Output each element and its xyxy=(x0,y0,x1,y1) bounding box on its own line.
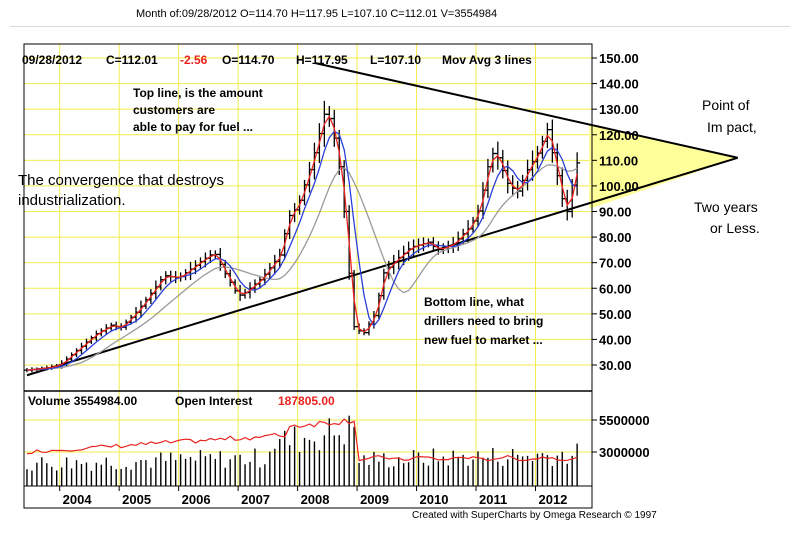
info-low: L=107.10 xyxy=(370,53,421,67)
annotation-impact: Point of Im pact, xyxy=(702,97,757,135)
year-tick-label: 2004 xyxy=(63,492,93,507)
axes-layer: 30.00 40.00 50.00 60.00 70.00 80.00 90.00 100.0… xyxy=(23,43,650,509)
open-interest-line xyxy=(26,418,578,462)
ma-fast-line xyxy=(26,115,578,371)
open-interest-label: Open Interest xyxy=(175,394,252,408)
price-tick-label: 60.00 xyxy=(599,281,632,296)
annotation-top-line-1: Top line, is the amount xyxy=(133,86,263,100)
price-tick-label: 70.00 xyxy=(599,256,632,271)
moving-averages-layer xyxy=(26,115,578,371)
annotation-bottom-line-2: drillers need to bring xyxy=(424,314,543,328)
price-tick-label: 150.00 xyxy=(599,51,639,66)
annotation-top-line: Top line, is the amount customers are ab… xyxy=(133,86,263,134)
annotation-two-years-2: or Less. xyxy=(710,220,760,236)
annotation-top-line-2: customers are xyxy=(133,103,215,117)
annotation-convergence: The convergence that destroys industrial… xyxy=(18,172,224,209)
info-high: H=117.95 xyxy=(296,53,348,67)
price-tick-label: 30.00 xyxy=(599,358,632,373)
price-tick-label: 100.00 xyxy=(599,179,639,194)
grid-layer xyxy=(24,44,592,486)
annotation-convergence-2: industrialization. xyxy=(18,192,126,209)
year-tick-label: 2011 xyxy=(479,492,507,507)
price-tick-label: 90.00 xyxy=(599,205,632,220)
bottom-line xyxy=(26,156,739,377)
annotation-convergence-1: The convergence that destroys xyxy=(18,172,224,189)
annotation-bottom-line-1: Bottom line, what xyxy=(424,295,524,309)
ohlc-bar xyxy=(574,152,581,196)
year-tick-label: 2005 xyxy=(122,492,151,507)
top-line xyxy=(315,62,738,159)
annotation-two-years: Two years or Less. xyxy=(694,199,760,236)
volume-layer xyxy=(26,415,578,486)
info-open: O=114.70 xyxy=(222,53,275,67)
ma-slow-line xyxy=(26,164,578,371)
year-tick-label: 2008 xyxy=(301,492,330,507)
triangle-layer xyxy=(26,62,739,377)
year-tick-label: 2012 xyxy=(538,492,567,507)
year-tick-label: 2007 xyxy=(241,492,270,507)
header-summary: Month of:09/28/2012 O=114.70 H=117.95 L=… xyxy=(136,8,498,20)
price-tick-label: 40.00 xyxy=(599,332,632,347)
header-divider xyxy=(10,26,790,27)
volume-tick-label: 5500000 xyxy=(599,413,650,428)
annotation-impact-2: Im pact, xyxy=(707,119,757,135)
price-tick-label: 110.00 xyxy=(599,153,638,168)
info-change: -2.56 xyxy=(180,53,208,67)
price-tick-label: 130.00 xyxy=(599,102,639,117)
annotation-bottom-line: Bottom line, what drillers need to bring… xyxy=(424,295,543,347)
impact-triangle-fill xyxy=(589,124,738,209)
ma-mid-line xyxy=(26,130,578,371)
volume-tick-label: 3000000 xyxy=(599,445,650,460)
annotation-top-line-3: able to pay for fuel ... xyxy=(133,120,253,134)
price-tick-label: 50.00 xyxy=(599,307,632,322)
annotation-bottom-line-3: new fuel to market ... xyxy=(424,333,543,347)
price-tick-label: 120.00 xyxy=(599,128,639,143)
volume-label: Volume 3554984.00 xyxy=(28,394,138,408)
info-date: 09/28/2012 xyxy=(22,53,82,67)
year-tick-label: 2010 xyxy=(420,492,449,507)
info-close: C=112.01 xyxy=(106,53,158,67)
year-tick-label: 2006 xyxy=(182,492,211,507)
annotation-impact-1: Point of xyxy=(702,97,750,113)
year-tick-label: 2009 xyxy=(360,492,389,507)
credit-text: Created with SuperCharts by Omega Resear… xyxy=(412,510,657,521)
open-interest-value: 187805.00 xyxy=(278,394,335,408)
annotation-two-years-1: Two years xyxy=(694,199,758,215)
price-tick-label: 80.00 xyxy=(599,230,632,245)
plot-frame xyxy=(23,43,593,509)
info-study: Mov Avg 3 lines xyxy=(442,53,532,67)
price-tick-label: 140.00 xyxy=(599,77,639,92)
